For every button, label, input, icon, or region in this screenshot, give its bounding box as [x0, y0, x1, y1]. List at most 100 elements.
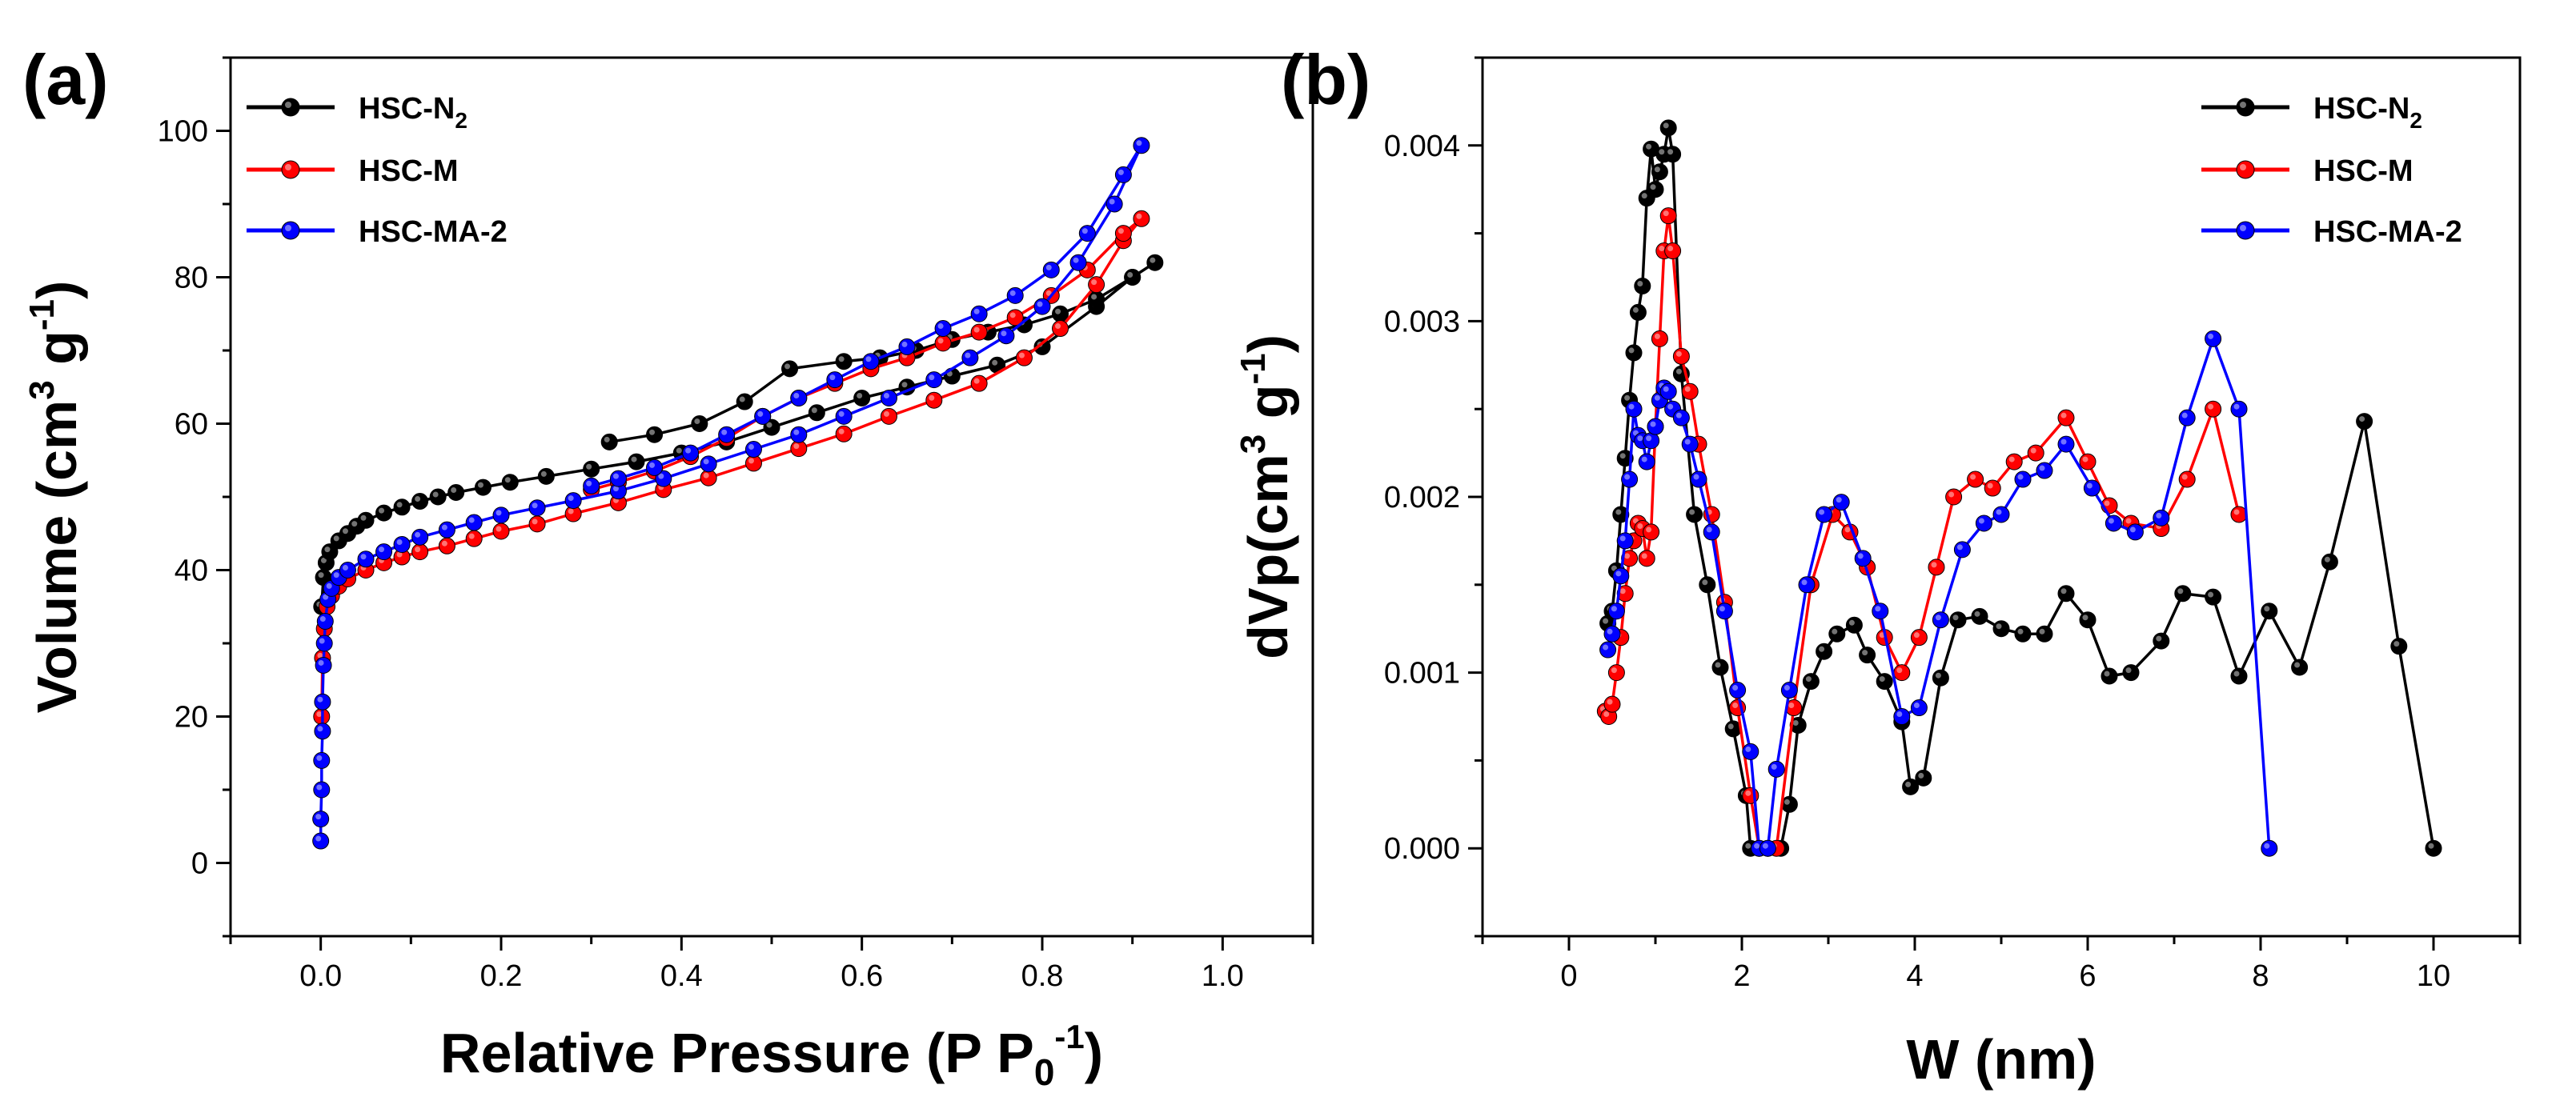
data-point-highlight-hsc-m	[1948, 491, 1955, 498]
data-point-highlight-hsc-n2	[901, 382, 908, 388]
data-point-highlight-hsc-n2	[1952, 615, 1959, 621]
data-point-highlight-hsc-ma-2	[721, 429, 728, 435]
data-point-highlight-hsc-n2	[1659, 149, 1665, 155]
data-point-highlight-hsc-ma-2	[1109, 198, 1115, 205]
panel-label-b: (b)	[1281, 40, 1370, 119]
legend-marker-hsc-m-a	[281, 160, 300, 179]
data-point-highlight-hsc-n2	[1805, 676, 1812, 683]
data-point-highlight-hsc-m	[1136, 213, 1142, 219]
data-point-highlight-hsc-ma-2	[568, 495, 574, 502]
data-point-hsc-ma-2	[682, 444, 700, 462]
data-point-highlight-hsc-n2	[415, 495, 421, 502]
data-point-highlight-hsc-ma-2	[1001, 330, 1007, 337]
y-axis-title-a: Volume (cm3 g-1)	[22, 281, 88, 714]
data-point-highlight-hsc-n2	[1784, 799, 1790, 805]
data-point-highlight-hsc-m	[1844, 526, 1851, 533]
data-point-hsc-ma-2	[1854, 550, 1872, 567]
data-point-hsc-m	[1621, 550, 1639, 567]
data-point-highlight-hsc-ma-2	[317, 696, 323, 703]
data-point-highlight-hsc-ma-2	[838, 410, 845, 417]
panel-a-chart: 0.0 0.2 0.4 0.6 0.8 1.0 0 20 40 60 80 100 (a) Rela…	[22, 40, 1314, 1093]
data-point-highlight-hsc-ma-2	[1875, 606, 1881, 612]
data-point-hsc-ma-2	[1643, 432, 1660, 450]
data-point-highlight-hsc-n2	[1848, 619, 1855, 626]
data-point-highlight-hsc-n2	[838, 356, 845, 362]
y-tick-labels-a: 0 20 40 60 80 100	[158, 115, 208, 881]
data-point-highlight-hsc-ma-2	[1732, 685, 1739, 691]
data-point-hsc-ma-2	[1033, 298, 1051, 315]
data-point-highlight-hsc-n2	[857, 392, 863, 398]
data-point-hsc-ma-2	[1742, 743, 1759, 760]
data-point-hsc-ma-2	[826, 371, 844, 389]
data-point-highlight-hsc-ma-2	[658, 473, 664, 479]
x-tick-label: 8	[2252, 959, 2269, 993]
y-tick-label: 100	[158, 115, 208, 149]
data-point-hsc-n2	[2425, 839, 2442, 857]
legend-item-hsc-n2-b: HSC-N2	[2201, 92, 2422, 133]
data-point-hsc-n2	[2390, 638, 2408, 655]
data-point-hsc-n2	[763, 418, 780, 436]
data-point-hsc-n2	[1816, 643, 1833, 660]
data-point-highlight-hsc-ma-2	[1956, 544, 1963, 550]
data-point-highlight-hsc-n2	[2324, 556, 2330, 563]
data-point-highlight-hsc-ma-2	[1978, 518, 1984, 524]
data-point-highlight-hsc-n2	[604, 436, 610, 442]
data-point-hsc-ma-2	[315, 635, 333, 652]
data-point-highlight-hsc-ma-2	[2181, 412, 2188, 418]
data-point-highlight-hsc-ma-2	[441, 524, 447, 530]
data-point-highlight-hsc-n2	[2177, 588, 2184, 595]
data-point-hsc-ma-2	[2126, 523, 2144, 541]
legend-marker-highlight-hsc-ma-2-a	[285, 225, 291, 231]
data-point-highlight-hsc-n2	[1879, 676, 1885, 683]
plot-frame-b	[1481, 56, 2522, 938]
data-point-hsc-n2	[1686, 506, 1703, 523]
data-point-hsc-n2	[1659, 119, 1677, 137]
data-point-highlight-hsc-ma-2	[1996, 509, 2002, 515]
data-point-hsc-ma-2	[790, 426, 808, 443]
data-point-hsc-ma-2	[313, 781, 331, 799]
data-point-highlight-hsc-n2	[1637, 280, 1643, 286]
data-point-highlight-hsc-ma-2	[2017, 474, 2024, 480]
data-point-highlight-hsc-ma-2	[1836, 497, 1842, 503]
data-point-hsc-n2	[808, 404, 825, 422]
data-point-hsc-m	[1052, 320, 1069, 338]
legend-marker-hsc-ma-2-a	[281, 221, 300, 240]
x-tick-label: 0.8	[1021, 959, 1064, 993]
data-point-highlight-hsc-ma-2	[937, 323, 944, 330]
data-point-hsc-ma-2	[314, 723, 331, 740]
data-point-highlight-hsc-ma-2	[1073, 257, 1079, 263]
data-point-hsc-m	[1928, 558, 1945, 576]
data-point-highlight-hsc-n2	[631, 456, 637, 462]
data-point-hsc-ma-2	[375, 543, 393, 561]
data-point-highlight-hsc-m	[2233, 509, 2240, 515]
data-point-hsc-n2	[1647, 181, 1664, 198]
data-point-highlight-hsc-ma-2	[973, 308, 980, 314]
data-point-highlight-hsc-m	[1009, 312, 1016, 318]
data-point-hsc-m	[1015, 349, 1033, 366]
data-point-hsc-n2	[375, 504, 393, 522]
x-tick-label: 0.4	[660, 959, 703, 993]
data-point-hsc-n2	[1699, 576, 1716, 594]
x-tick-label: 2	[1733, 959, 1750, 993]
data-point-highlight-hsc-m	[1788, 703, 1795, 709]
data-point-hsc-n2	[1664, 146, 1682, 163]
data-point-hsc-ma-2	[583, 477, 600, 494]
data-point-highlight-hsc-ma-2	[532, 502, 538, 509]
data-point-hsc-ma-2	[492, 506, 510, 524]
data-point-highlight-hsc-m	[1732, 703, 1739, 709]
data-point-hsc-n2	[1033, 338, 1051, 355]
legend-marker-highlight-hsc-ma-2-b	[2240, 225, 2246, 231]
data-point-highlight-hsc-n2	[477, 482, 484, 488]
data-point-hsc-ma-2	[961, 349, 979, 366]
data-point-hsc-ma-2	[2014, 470, 2032, 488]
data-point-hsc-ma-2	[1759, 839, 1776, 857]
data-point-highlight-hsc-ma-2	[2086, 482, 2092, 489]
data-point-highlight-hsc-ma-2	[1624, 474, 1631, 480]
data-point-hsc-m	[835, 425, 853, 442]
data-point-highlight-hsc-n2	[360, 514, 367, 521]
data-point-highlight-hsc-n2	[1650, 184, 1656, 190]
data-point-highlight-hsc-n2	[320, 557, 327, 563]
data-point-highlight-hsc-ma-2	[757, 410, 764, 417]
data-point-hsc-ma-2	[1659, 382, 1677, 400]
y-tick-label: 0.004	[1384, 130, 1460, 163]
